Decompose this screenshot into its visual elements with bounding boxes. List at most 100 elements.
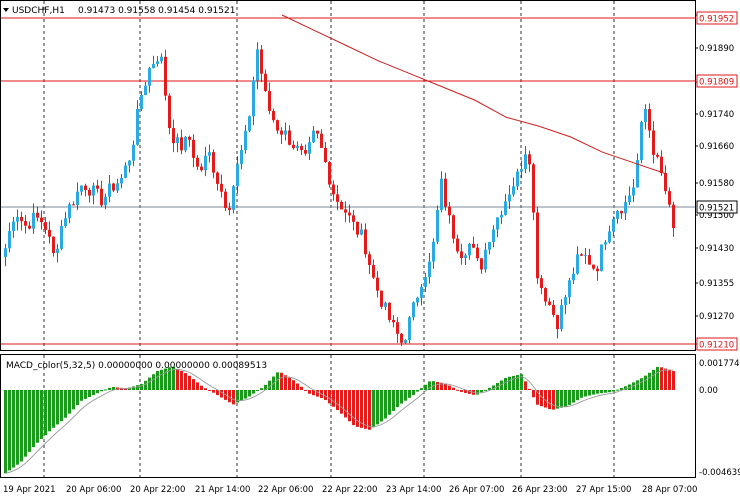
macd-bar xyxy=(64,390,67,418)
candle xyxy=(4,248,7,257)
macd-bar xyxy=(100,390,103,392)
macd-bar xyxy=(548,390,551,410)
macd-bar xyxy=(576,390,579,401)
candle xyxy=(104,196,107,206)
macd-bar xyxy=(88,390,91,398)
candle xyxy=(184,136,187,151)
macd-bar xyxy=(672,371,675,390)
macd-bar xyxy=(588,390,591,396)
candle xyxy=(200,166,203,171)
candle xyxy=(560,305,563,330)
candle xyxy=(664,172,667,192)
candle xyxy=(220,183,223,192)
macd-bar xyxy=(544,390,547,408)
macd-bar xyxy=(436,381,439,390)
candle xyxy=(508,194,511,202)
price-panel[interactable] xyxy=(0,0,696,351)
macd-bar xyxy=(40,390,43,439)
macd-bar xyxy=(452,387,455,390)
time-axis: 19 Apr 2021 20 Apr 06:00 20 Apr 22:00 21 Ap… xyxy=(3,485,697,495)
macd-bar xyxy=(376,390,379,425)
candle xyxy=(260,49,263,74)
macd-bar xyxy=(176,368,179,390)
macd-bar xyxy=(144,380,147,390)
candle xyxy=(264,73,267,92)
macd-bar xyxy=(492,385,495,390)
candle xyxy=(288,130,291,145)
macd-bar xyxy=(620,387,623,390)
candle xyxy=(300,145,303,150)
macd-bar xyxy=(72,390,75,410)
macd-bar xyxy=(504,378,507,390)
macd-bar xyxy=(292,380,295,390)
candle xyxy=(128,160,131,166)
macd-histogram xyxy=(4,366,675,474)
candle xyxy=(352,215,355,222)
candle xyxy=(8,231,11,249)
time-axis-label: 20 Apr 22:00 xyxy=(130,485,185,495)
candle xyxy=(372,265,375,278)
macd-bar xyxy=(12,390,15,468)
candle xyxy=(304,149,307,154)
macd-bar xyxy=(612,390,615,392)
candle xyxy=(504,201,507,215)
candle xyxy=(176,137,179,144)
candle xyxy=(328,162,331,185)
macd-bar xyxy=(276,372,279,390)
candle xyxy=(580,254,583,256)
candle xyxy=(52,236,55,253)
macd-bar xyxy=(476,390,479,395)
macd-bar xyxy=(36,390,39,443)
macd-bar xyxy=(260,388,263,390)
candle xyxy=(392,319,395,323)
macd-bar xyxy=(140,383,143,390)
symbol-header: USDCHF,H1 0.91473 0.91558 0.91454 0.9152… xyxy=(3,6,235,16)
candle xyxy=(20,216,23,222)
macd-bar xyxy=(192,379,195,390)
macd-bar xyxy=(16,390,19,465)
macd-bar xyxy=(76,390,79,406)
macd-bar xyxy=(284,375,287,390)
candle xyxy=(136,108,139,145)
time-axis-label: 22 Apr 22:00 xyxy=(322,485,377,495)
macd-bar xyxy=(416,390,419,392)
time-axis-label: 26 Apr 07:00 xyxy=(449,485,504,495)
candle xyxy=(296,145,299,149)
macd-bar xyxy=(236,390,239,403)
macd-bar xyxy=(52,390,55,428)
candle xyxy=(216,172,219,184)
candle xyxy=(168,95,171,129)
candle xyxy=(488,242,491,250)
price-axis-label: 0.91890 xyxy=(699,44,734,54)
candle xyxy=(388,302,391,320)
candle xyxy=(204,155,207,171)
candle xyxy=(468,243,471,256)
macd-bar xyxy=(500,380,503,390)
candle xyxy=(192,139,195,158)
macd-bar xyxy=(208,390,211,391)
candle xyxy=(548,301,551,305)
macd-bar xyxy=(404,390,407,401)
candle xyxy=(648,109,651,131)
candle xyxy=(380,290,383,307)
candle xyxy=(100,188,103,206)
candle xyxy=(428,261,431,278)
candle xyxy=(668,191,671,205)
macd-bar xyxy=(412,390,415,395)
macd-bar xyxy=(80,390,83,401)
macd-bar xyxy=(356,390,359,427)
macd-bar xyxy=(448,385,451,390)
macd-bar xyxy=(556,390,559,409)
candle xyxy=(40,217,43,223)
candle xyxy=(164,56,167,96)
macd-bar xyxy=(136,385,139,390)
candle xyxy=(32,212,35,229)
macd-bar xyxy=(428,381,431,390)
candle xyxy=(196,157,199,167)
macd-bar xyxy=(372,390,375,428)
macd-bar xyxy=(56,390,59,425)
candle xyxy=(612,218,615,232)
candle xyxy=(656,154,659,157)
moving-average xyxy=(281,14,668,175)
